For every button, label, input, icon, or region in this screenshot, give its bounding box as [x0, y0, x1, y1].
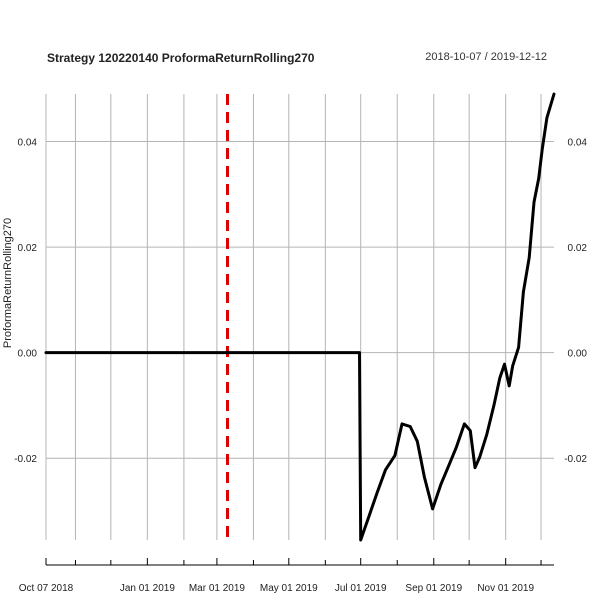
- y-tick-label-left: 0.02: [18, 243, 38, 254]
- y-tick-label-left: 0.04: [18, 138, 38, 149]
- x-tick-label: Sep 01 2019: [405, 583, 462, 594]
- y-tick-label-left: -0.02: [14, 454, 37, 465]
- x-tick-label: Mar 01 2019: [189, 583, 246, 594]
- x-tick-label: Nov 01 2019: [477, 583, 534, 594]
- chart-title: Strategy 120220140 ProformaReturnRolling…: [47, 51, 315, 65]
- y-tick-label-right: 0.04: [568, 138, 588, 149]
- y-tick-label-right: -0.02: [564, 454, 587, 465]
- x-tick-label: May 01 2019: [260, 583, 318, 594]
- x-tick-label: Oct 07 2018: [19, 583, 74, 594]
- y-tick-label-right: 0.00: [568, 349, 588, 360]
- x-tick-label: Jul 01 2019: [335, 583, 387, 594]
- x-tick-label: Jan 01 2019: [120, 583, 175, 594]
- date-range-label: 2018-10-07 / 2019-12-12: [425, 51, 547, 63]
- series-line: [44, 92, 556, 542]
- y-tick-label-right: 0.02: [568, 243, 588, 254]
- y-axis-label: ProformaReturnRolling270: [2, 218, 14, 348]
- y-tick-label-left: 0.00: [18, 349, 38, 360]
